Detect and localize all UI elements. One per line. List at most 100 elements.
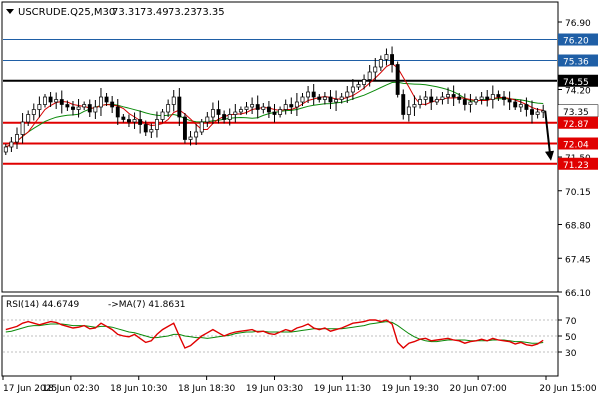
candle-body	[188, 136, 193, 140]
rsi-label: RSI(14) 44.6749	[6, 300, 79, 310]
forecast-arrow-shaft	[544, 110, 551, 154]
price-tick-label: 76.90	[565, 19, 591, 29]
candle-body	[362, 79, 367, 85]
rsi-tick-label: 30	[565, 349, 577, 359]
candle-body	[300, 96, 305, 103]
candle-body	[283, 104, 288, 110]
candle-body	[250, 104, 255, 108]
candles	[3, 46, 546, 155]
price-tick-label: 66.10	[565, 289, 591, 299]
candle-body	[127, 119, 131, 123]
candle-body	[205, 116, 210, 123]
price-level-tag	[558, 157, 598, 170]
candle-body	[261, 106, 266, 110]
candle-body	[182, 116, 187, 140]
time-tick-label: 17 Jun 2025	[3, 384, 57, 394]
price-level-label: 76.20	[563, 37, 589, 47]
candle-body	[339, 96, 344, 100]
time-tick-label: 19 Jun 11:30	[314, 384, 371, 394]
candle-body	[238, 109, 243, 113]
candle-body	[490, 94, 495, 100]
candle-body	[367, 71, 372, 80]
candle-body	[502, 96, 506, 100]
ohlc-close: 73.35	[196, 7, 225, 18]
candle-body	[110, 101, 115, 108]
rsi-pane: 70 50 30 RSI(14) 44.6749 ->MA(7) 41.8631	[1, 295, 577, 377]
candle-body	[76, 106, 81, 110]
candle-body	[143, 124, 148, 133]
candle-body	[154, 119, 159, 130]
candle-body	[54, 99, 59, 103]
candle-body	[149, 129, 154, 133]
symbol-dropdown-icon[interactable]	[6, 9, 14, 14]
time-tick-label: 19 Jun 03:30	[246, 384, 303, 394]
candle-body	[20, 121, 25, 135]
main-pane: 76.9075.4574.2072.9571.5070.1568.8067.45…	[1, 1, 599, 299]
candle-body	[104, 96, 109, 103]
candle-body	[199, 121, 204, 133]
last-price-label: 73.35	[563, 108, 589, 118]
price-level-tag	[558, 33, 598, 46]
time-tick-label: 18 Jun 02:30	[42, 384, 99, 394]
candle-body	[513, 101, 518, 108]
time-tick-label: 18 Jun 10:30	[110, 384, 167, 394]
ohlc-high: 73.49	[140, 7, 169, 18]
candle-body	[82, 104, 87, 108]
candle-body	[138, 119, 143, 125]
candle-body	[171, 96, 176, 105]
candle-body	[479, 96, 484, 100]
candle-body	[518, 104, 523, 108]
candle-body	[418, 99, 422, 105]
rsi-polyline	[5, 319, 544, 349]
rsi-tick-label: 70	[565, 317, 577, 327]
candle-body	[356, 84, 361, 88]
candle-body	[227, 114, 232, 120]
candle-body	[474, 99, 478, 103]
price-level-label: 72.04	[563, 141, 589, 151]
candle-body	[43, 96, 47, 105]
candle-body	[496, 94, 501, 98]
price-level-tag	[558, 54, 598, 67]
candle-body	[87, 104, 92, 113]
rsi-tick-label: 50	[565, 333, 577, 343]
time-tick-label: 20 Jun 15:00	[539, 384, 596, 394]
price-levels	[3, 39, 557, 165]
candle-body	[266, 106, 271, 113]
candle-body	[384, 54, 389, 60]
ohlc-open: 73.31	[112, 7, 141, 18]
candle-body	[289, 104, 294, 108]
candle-body	[71, 106, 75, 110]
price-level-tag	[558, 74, 598, 87]
price-tick-label: 68.80	[565, 222, 591, 232]
candle-body	[328, 96, 333, 103]
candle-body	[345, 91, 350, 98]
candle-body	[121, 116, 126, 120]
candle-body	[222, 114, 227, 120]
rsi-line	[5, 319, 544, 349]
candle-body	[99, 96, 103, 108]
candle-body	[294, 101, 299, 108]
symbol-label: USCRUDE.Q25,M30	[18, 7, 115, 18]
candle-body	[378, 59, 383, 68]
candle-body	[3, 146, 8, 153]
price-level-label: 75.36	[563, 58, 589, 68]
candle-body	[65, 104, 70, 108]
candle-body	[434, 99, 439, 103]
candle-body	[412, 104, 417, 108]
candle-body	[524, 104, 529, 110]
candle-body	[406, 106, 411, 115]
candle-body	[93, 106, 98, 113]
price-tick-label: 70.15	[565, 188, 591, 198]
price-level-label: 71.23	[563, 161, 589, 171]
candle-body	[278, 109, 283, 115]
time-tick-label: 18 Jun 18:30	[178, 384, 235, 394]
candle-body	[115, 106, 120, 118]
candle-body	[401, 94, 406, 115]
ohlc-low: 73.23	[168, 7, 197, 18]
rsi-ma-label: ->MA(7) 41.8631	[108, 300, 186, 310]
candle-body	[457, 96, 462, 100]
candle-body	[132, 119, 137, 123]
